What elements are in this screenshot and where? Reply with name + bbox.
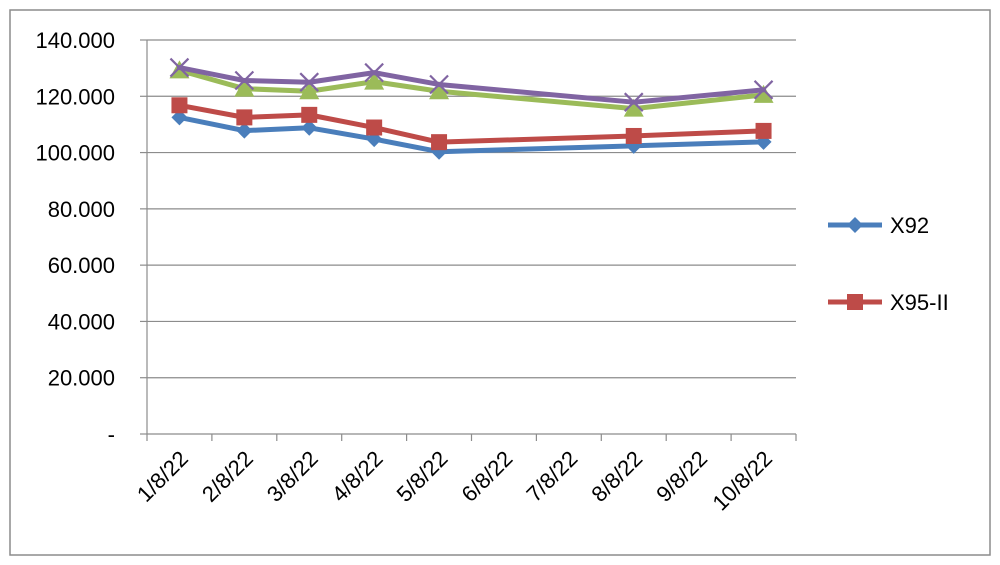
data-point	[299, 81, 320, 100]
data-point	[623, 98, 644, 117]
series-1	[171, 97, 772, 151]
data-point	[301, 119, 318, 136]
y-tick-label: 40.000	[48, 309, 115, 334]
data-point	[623, 92, 644, 112]
data-point	[299, 72, 320, 92]
data-point	[429, 74, 449, 95]
data-point	[301, 106, 318, 123]
y-tick-label: 80.000	[48, 197, 115, 222]
data-point	[847, 217, 863, 233]
data-point	[753, 84, 774, 103]
data-point	[364, 62, 384, 83]
data-point	[364, 71, 385, 90]
series-lines	[169, 57, 774, 160]
y-tick-label: 120.000	[35, 84, 115, 109]
data-point	[366, 119, 383, 136]
data-point	[234, 70, 255, 91]
y-tick-label: 100.000	[35, 141, 115, 166]
data-point	[847, 294, 863, 310]
legend-item: X92	[828, 213, 929, 238]
legend-label: X95-II	[890, 290, 949, 315]
data-point	[234, 78, 255, 97]
data-point	[171, 109, 188, 126]
y-tick-label: 60.000	[48, 253, 115, 278]
data-point	[755, 122, 772, 139]
legend-item: X95-II	[828, 290, 949, 315]
legend: X92 X95-II	[828, 213, 949, 315]
y-tick-label: -	[108, 422, 115, 447]
data-point	[236, 122, 253, 139]
legend-label: X92	[890, 213, 929, 238]
data-point	[429, 81, 450, 100]
data-point	[625, 127, 642, 144]
data-point	[236, 109, 253, 126]
data-point	[169, 57, 190, 78]
data-point	[753, 80, 774, 100]
data-point	[431, 134, 448, 151]
y-tick-label: 20.000	[48, 366, 115, 391]
series-3	[169, 57, 774, 112]
data-point	[171, 97, 188, 114]
y-tick-label: 140.000	[35, 28, 115, 53]
